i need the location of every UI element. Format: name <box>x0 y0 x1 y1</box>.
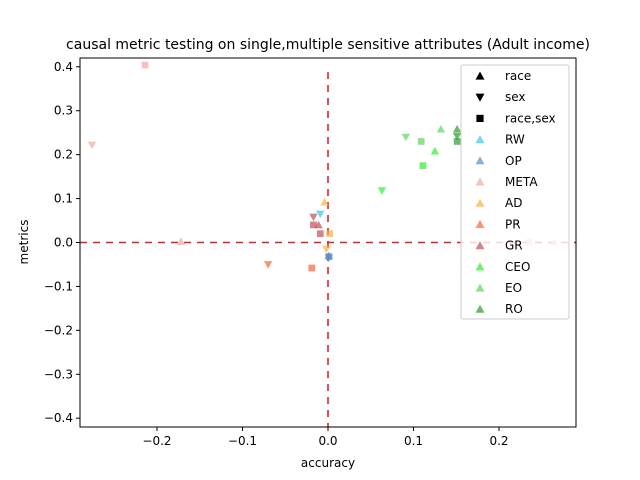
legend-marker <box>475 241 485 250</box>
legend-label: OP <box>505 154 522 168</box>
x-axis: −0.2 −0.1 0.0 0.1 0.2 <box>142 427 509 448</box>
y-tick-label: 0.3 <box>54 104 73 118</box>
y-axis: −0.4 −0.3 −0.2 −0.1 0.0 0.1 0.2 0.3 0.4 <box>44 60 80 425</box>
legend-marker <box>475 93 485 102</box>
legend-marker <box>476 114 484 122</box>
legend-label: CEO <box>505 260 530 274</box>
data-point <box>316 230 324 238</box>
plot-area <box>80 61 576 427</box>
legend-marker <box>475 177 485 186</box>
data-point <box>87 141 97 150</box>
data-point <box>377 187 387 195</box>
data-point <box>325 253 333 260</box>
y-tick-label: 0.4 <box>54 60 73 74</box>
legend-item: META <box>475 175 538 189</box>
y-tick-label: 0.2 <box>54 148 73 162</box>
legend-item: PR <box>475 217 521 231</box>
legend-marker <box>475 71 485 80</box>
legend-marker <box>475 198 485 207</box>
data-point <box>320 197 329 206</box>
y-tick-label: −0.2 <box>44 323 73 337</box>
legend-marker <box>475 135 485 144</box>
legend-label: sex <box>505 90 526 104</box>
y-tick-label: −0.4 <box>44 411 73 425</box>
legend-item: sex <box>475 90 526 104</box>
legend-label: EO <box>505 281 522 295</box>
data-point <box>308 264 316 272</box>
series-ceo <box>377 146 440 195</box>
data-point <box>141 61 149 69</box>
series-rw <box>316 210 325 219</box>
series-eo <box>401 124 446 145</box>
legend-label: RW <box>505 133 525 147</box>
data-point <box>436 124 446 133</box>
data-point <box>263 261 273 269</box>
legend-label: race <box>505 69 531 83</box>
legend-label: GR <box>505 239 523 253</box>
x-tick-label: 0.0 <box>318 434 337 448</box>
data-point <box>419 162 427 169</box>
legend-marker <box>475 262 485 271</box>
legend-item: OP <box>475 154 522 168</box>
data-point <box>309 213 318 222</box>
x-tick-label: −0.1 <box>228 434 257 448</box>
data-point <box>310 221 317 229</box>
x-tick-label: −0.2 <box>142 434 171 448</box>
data-point <box>316 210 325 219</box>
legend-marker <box>475 156 485 165</box>
legend-item: GR <box>475 239 523 253</box>
y-tick-label: −0.3 <box>44 367 73 381</box>
legend-label: race,sex <box>505 111 556 125</box>
series-pr <box>263 261 316 272</box>
x-axis-title: accuracy <box>301 456 355 470</box>
legend-marker <box>475 283 485 292</box>
legend-item: race <box>475 69 531 83</box>
data-point <box>176 237 186 245</box>
legend-label: AD <box>505 196 522 210</box>
legend-marker <box>475 219 485 228</box>
y-tick-label: 0.1 <box>54 192 73 206</box>
legend-item: CEO <box>475 260 530 274</box>
series-gr <box>309 213 324 238</box>
data-point <box>452 124 462 133</box>
series-op <box>324 251 334 263</box>
legend: race sex race,sex RW OP META AD PR GR CEO EO RO <box>460 64 570 320</box>
legend-marker <box>475 304 485 313</box>
legend-item: RW <box>475 133 525 147</box>
chart-title: causal metric testing on single,multiple… <box>66 37 590 53</box>
legend-label: META <box>505 175 538 189</box>
x-tick-label: 0.2 <box>489 434 508 448</box>
y-tick-label: 0.0 <box>54 236 73 250</box>
y-axis-title: metrics <box>17 220 31 265</box>
legend-label: PR <box>505 217 521 231</box>
legend-item: race,sex <box>476 111 556 125</box>
legend-frame <box>460 64 570 320</box>
y-tick-label: −0.1 <box>44 279 73 293</box>
legend-label: RO <box>505 302 523 316</box>
data-point <box>430 146 440 155</box>
data-point <box>453 138 461 145</box>
series-ad <box>320 197 334 254</box>
legend-item: EO <box>475 281 522 295</box>
series-ro <box>452 124 462 145</box>
x-tick-label: 0.1 <box>404 434 423 448</box>
data-point <box>322 245 331 254</box>
legend-item: RO <box>475 302 523 316</box>
data-point <box>452 132 462 141</box>
legend-item: AD <box>475 196 522 210</box>
data-point <box>417 138 425 145</box>
data-point <box>326 230 334 238</box>
data-point <box>401 133 411 142</box>
